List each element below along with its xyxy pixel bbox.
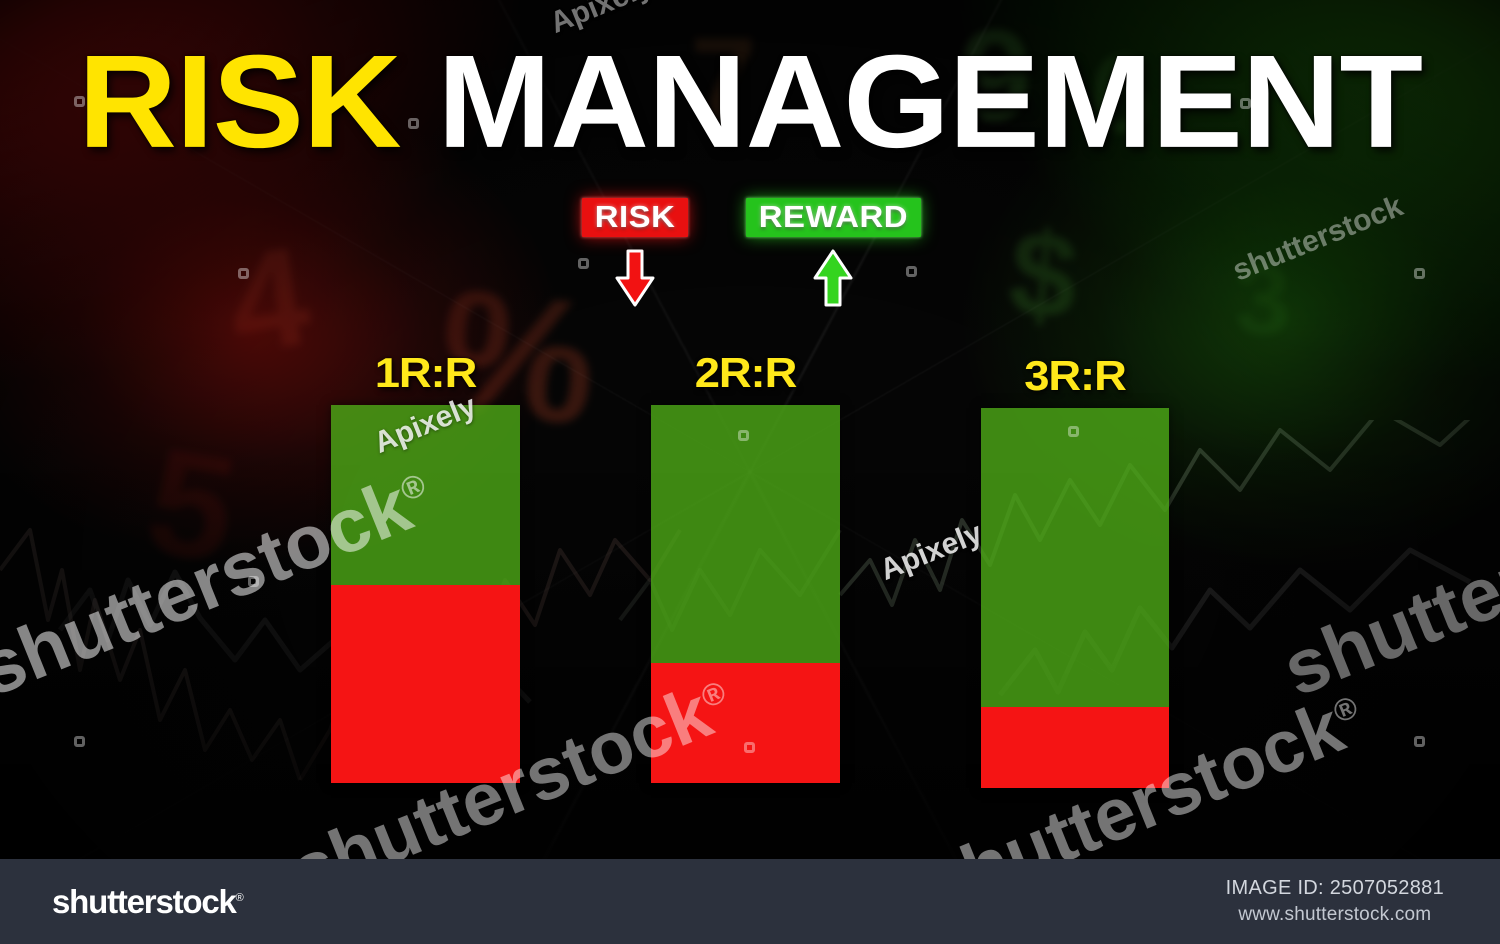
shutterstock-logo-text: shutterstock <box>52 883 237 920</box>
risk-badge: RISK <box>581 198 688 237</box>
bar-2[interactable] <box>651 405 840 783</box>
up-arrow-icon <box>813 249 853 307</box>
footer-bar: shutterstock® IMAGE ID: 2507052881 www.s… <box>0 859 1500 944</box>
bar-1[interactable] <box>331 405 520 783</box>
bar-1-reward-segment <box>331 405 520 585</box>
legend: RISK REWARD <box>0 198 1500 310</box>
footer-meta: IMAGE ID: 2507052881 www.shutterstock.co… <box>1226 875 1444 928</box>
reward-badge: REWARD <box>745 198 921 237</box>
title-word-management: MANAGEMENT <box>400 28 1423 176</box>
bar-3[interactable] <box>981 408 1169 788</box>
bar-label-2: 2R:R <box>694 349 798 396</box>
shutterstock-logo: shutterstock® <box>52 883 244 920</box>
bar-3-reward-segment <box>981 408 1169 708</box>
bar-2-reward-segment <box>651 405 840 664</box>
image-id: IMAGE ID: 2507052881 <box>1225 877 1444 900</box>
title-word-risk: RISK <box>78 28 402 176</box>
bar-label-1: 1R:R <box>374 349 478 396</box>
down-arrow-icon <box>615 249 655 307</box>
website-url: www.shutterstock.com <box>1238 904 1432 926</box>
legend-item-risk: RISK <box>581 198 688 310</box>
bar-3-risk-segment <box>981 707 1169 788</box>
bar-label-3: 3R:R <box>1024 352 1127 399</box>
legend-item-reward: REWARD <box>745 198 921 310</box>
bar-2-risk-segment <box>651 663 840 783</box>
page-title: RISK MANAGEMENT <box>0 36 1500 168</box>
registered-mark: ® <box>235 892 244 904</box>
bar-1-risk-segment <box>331 584 520 783</box>
